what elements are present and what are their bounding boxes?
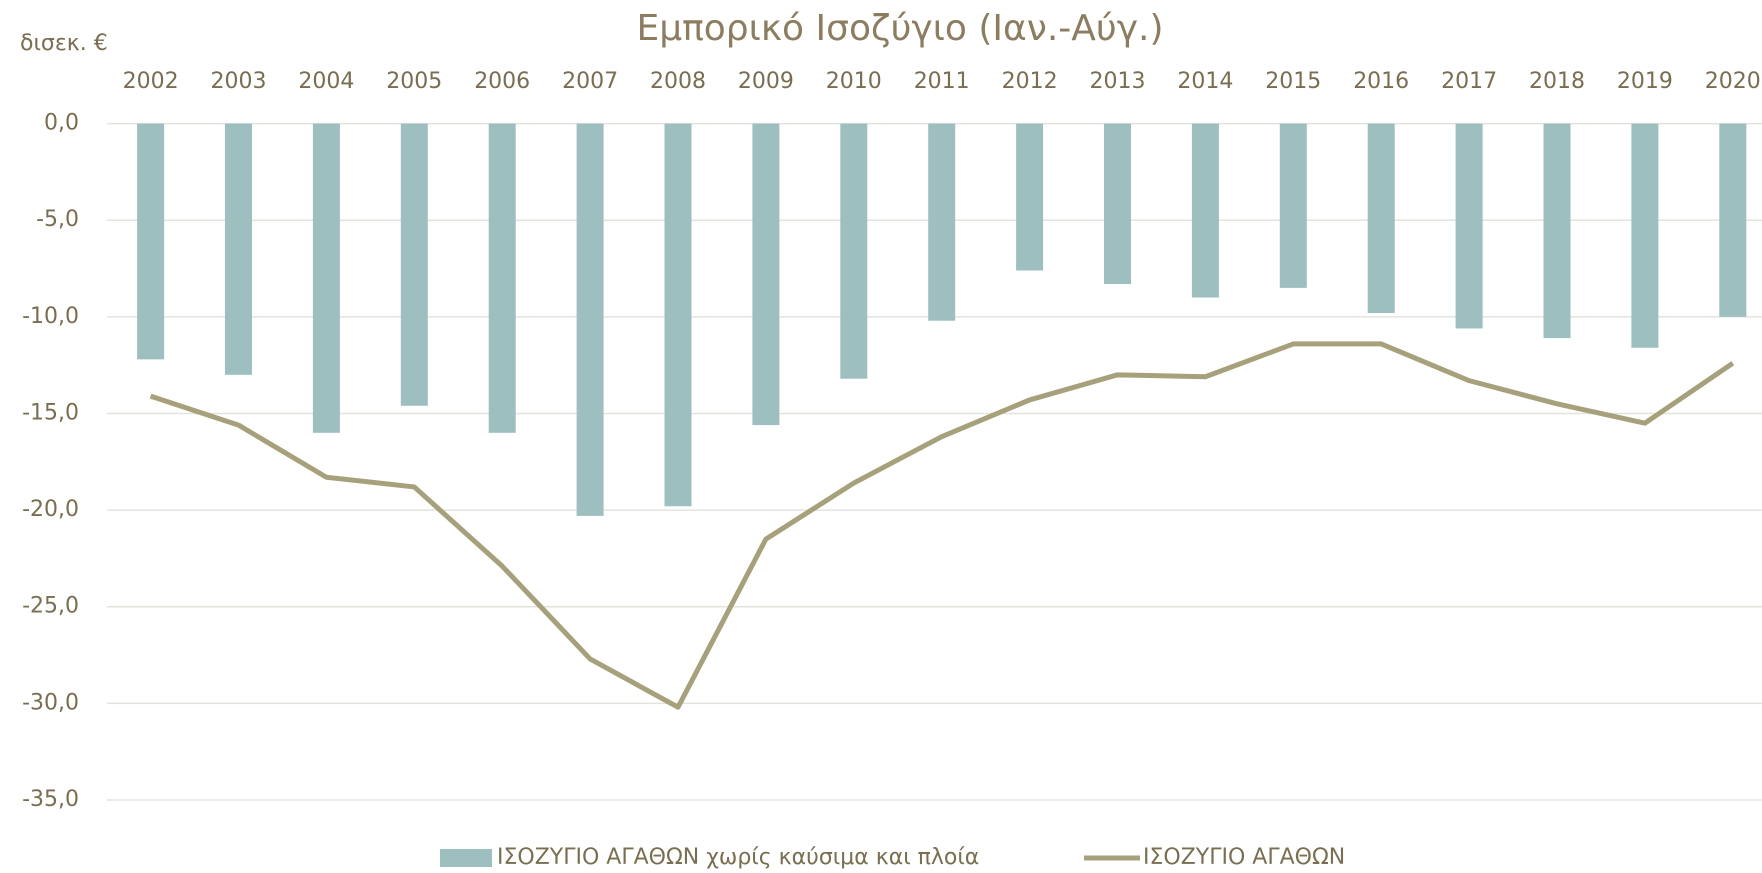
bar [1191,123,1219,298]
x-tick-label: 2016 [1353,69,1409,94]
bar [576,123,604,516]
bar [664,123,692,507]
y-tick-label: 0,0 [44,111,79,136]
bar [400,123,428,406]
x-tick-label: 2019 [1617,69,1673,94]
x-tick-label: 2002 [123,69,179,94]
y-tick-label: -10,0 [22,304,79,329]
bar [1367,123,1395,313]
x-tick-label: 2003 [211,69,267,94]
bar [1279,123,1307,288]
bar [1455,123,1483,329]
chart-title: Εμπορικό Ισοζύγιο (Ιαν.-Αύγ.) [636,8,1163,49]
y-tick-label: -35,0 [22,787,79,812]
y-tick-label: -30,0 [22,690,79,715]
bar [1543,123,1571,339]
bar [1016,123,1044,271]
bar [312,123,340,433]
x-tick-label: 2006 [474,69,530,94]
y-tick-label: -5,0 [36,207,79,232]
x-tick-label: 2014 [1177,69,1233,94]
legend-label: ΙΣΟΖΥΓΙΟ ΑΓΑΘΩΝ χωρίς καύσιμα και πλοία [497,845,979,870]
bar [840,123,868,379]
x-tick-label: 2012 [1002,69,1058,94]
x-tick-label: 2010 [826,69,882,94]
x-tick-label: 2007 [562,69,618,94]
bar [1631,123,1659,348]
bar [1719,123,1747,317]
y-tick-label: -25,0 [22,594,79,619]
bar [928,123,956,321]
line [149,341,1735,710]
x-tick-label: 2009 [738,69,794,94]
y-tick-label: -20,0 [22,497,79,522]
x-tick-label: 2013 [1090,69,1146,94]
x-tick-label: 2020 [1705,69,1761,94]
bar [752,123,780,426]
legend-label: ΙΣΟΖΥΓΙΟ ΑΓΑΘΩΝ [1143,845,1345,870]
x-tick-label: 2004 [298,69,354,94]
y-axis-label: δισεκ. € [20,31,108,56]
y-tick-label: -15,0 [22,400,79,425]
x-tick-label: 2005 [386,69,442,94]
x-tick-label: 2017 [1441,69,1497,94]
x-tick-label: 2011 [914,69,970,94]
bar [1104,123,1131,285]
bar [137,123,165,360]
bar [488,123,516,433]
x-tick-label: 2008 [650,69,706,94]
bar [225,123,252,375]
x-tick-label: 2018 [1529,69,1585,94]
legend-swatch [440,849,492,867]
x-tick-label: 2015 [1265,69,1321,94]
